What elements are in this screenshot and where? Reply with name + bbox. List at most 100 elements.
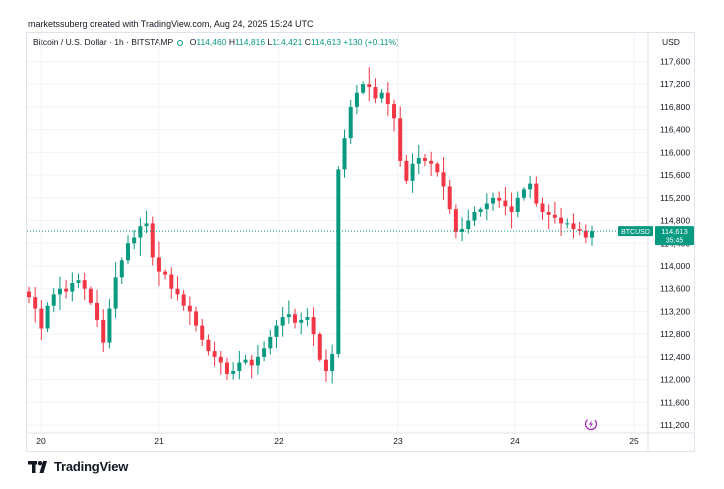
candle[interactable] bbox=[534, 183, 539, 204]
symbol-tag[interactable] bbox=[618, 226, 653, 237]
candle[interactable] bbox=[293, 314, 298, 323]
candle[interactable] bbox=[447, 186, 452, 210]
candle[interactable] bbox=[187, 305, 192, 312]
candle[interactable] bbox=[416, 158, 421, 164]
candle[interactable] bbox=[224, 362, 229, 374]
candle[interactable] bbox=[163, 271, 168, 275]
candle[interactable] bbox=[385, 92, 390, 105]
candle[interactable] bbox=[546, 212, 551, 215]
candle[interactable] bbox=[175, 288, 180, 295]
candle[interactable] bbox=[70, 283, 75, 292]
candle[interactable] bbox=[249, 359, 254, 366]
candle[interactable] bbox=[342, 138, 347, 170]
candle[interactable] bbox=[466, 220, 471, 230]
candle[interactable] bbox=[212, 351, 217, 357]
candle[interactable] bbox=[565, 223, 570, 225]
symbol-label[interactable]: Bitcoin / U.S. Dollar · 1h · BITSTAMP bbox=[33, 37, 173, 47]
candle[interactable] bbox=[119, 260, 124, 278]
candle[interactable] bbox=[206, 339, 211, 352]
candle[interactable] bbox=[460, 229, 465, 232]
candle[interactable] bbox=[435, 163, 440, 173]
candle[interactable] bbox=[243, 359, 248, 363]
candle[interactable] bbox=[484, 203, 489, 210]
y-tick-label: 115,600 bbox=[660, 170, 690, 180]
candle[interactable] bbox=[441, 172, 446, 187]
candle[interactable] bbox=[404, 160, 409, 181]
candle[interactable] bbox=[491, 197, 496, 204]
candle[interactable] bbox=[181, 294, 186, 306]
candle[interactable] bbox=[45, 305, 50, 329]
candle[interactable] bbox=[317, 334, 322, 360]
candle[interactable] bbox=[82, 280, 87, 289]
candle[interactable] bbox=[305, 317, 310, 320]
candle[interactable] bbox=[101, 319, 106, 343]
candle[interactable] bbox=[528, 183, 533, 190]
candle[interactable] bbox=[410, 163, 415, 181]
candle[interactable] bbox=[39, 308, 44, 329]
candle[interactable] bbox=[95, 302, 100, 320]
candle[interactable] bbox=[559, 217, 564, 224]
candle[interactable] bbox=[478, 209, 483, 213]
candle[interactable] bbox=[540, 203, 545, 213]
candle[interactable] bbox=[299, 319, 304, 323]
candle[interactable] bbox=[577, 229, 582, 231]
tradingview-logo[interactable]: TradingView bbox=[28, 459, 128, 474]
candle[interactable] bbox=[33, 297, 38, 309]
lightning-icon[interactable] bbox=[584, 417, 598, 431]
candle[interactable] bbox=[262, 348, 267, 357]
candle[interactable] bbox=[237, 362, 242, 372]
candle[interactable] bbox=[274, 325, 279, 337]
candle[interactable] bbox=[231, 371, 236, 374]
candle[interactable] bbox=[323, 359, 328, 372]
candle[interactable] bbox=[521, 189, 526, 198]
candle[interactable] bbox=[138, 226, 143, 238]
candle[interactable] bbox=[286, 314, 291, 318]
candle[interactable] bbox=[583, 230, 588, 238]
candle[interactable] bbox=[515, 197, 520, 213]
candle[interactable] bbox=[552, 214, 557, 218]
candle[interactable] bbox=[125, 243, 130, 261]
candle[interactable] bbox=[194, 311, 199, 326]
candle[interactable] bbox=[107, 308, 112, 343]
price-tag[interactable] bbox=[655, 226, 694, 246]
candle[interactable] bbox=[361, 84, 366, 93]
candle[interactable] bbox=[348, 106, 353, 139]
candle[interactable] bbox=[132, 237, 137, 244]
candle[interactable] bbox=[76, 280, 81, 284]
candle[interactable] bbox=[509, 206, 514, 213]
candle[interactable] bbox=[27, 291, 31, 298]
candle[interactable] bbox=[422, 158, 427, 161]
candle[interactable] bbox=[497, 197, 502, 201]
candle[interactable] bbox=[144, 223, 149, 227]
candle[interactable] bbox=[88, 288, 93, 303]
candle[interactable] bbox=[280, 317, 285, 326]
candle[interactable] bbox=[367, 84, 372, 88]
candle[interactable] bbox=[330, 354, 335, 372]
candle[interactable] bbox=[571, 223, 576, 230]
candle[interactable] bbox=[218, 356, 223, 363]
candle[interactable] bbox=[200, 325, 205, 340]
currency-label[interactable]: USD bbox=[662, 37, 680, 47]
candle[interactable] bbox=[503, 200, 508, 207]
candle[interactable] bbox=[429, 160, 434, 164]
candle[interactable] bbox=[113, 277, 118, 309]
candle[interactable] bbox=[354, 92, 359, 107]
candle[interactable] bbox=[169, 274, 174, 289]
candle[interactable] bbox=[453, 209, 458, 232]
candle[interactable] bbox=[379, 92, 384, 99]
candle[interactable] bbox=[398, 118, 403, 161]
candle[interactable] bbox=[64, 288, 69, 292]
candle[interactable] bbox=[311, 317, 316, 335]
candle[interactable] bbox=[336, 169, 341, 355]
candle[interactable] bbox=[57, 288, 62, 295]
candle[interactable] bbox=[156, 257, 161, 272]
candle[interactable] bbox=[268, 336, 273, 349]
candle[interactable] bbox=[590, 231, 594, 238]
candle[interactable] bbox=[150, 223, 155, 258]
candle[interactable] bbox=[392, 104, 397, 119]
candle[interactable] bbox=[51, 294, 56, 306]
candle[interactable] bbox=[472, 212, 477, 221]
candle[interactable] bbox=[373, 87, 378, 99]
candle[interactable] bbox=[255, 356, 260, 366]
